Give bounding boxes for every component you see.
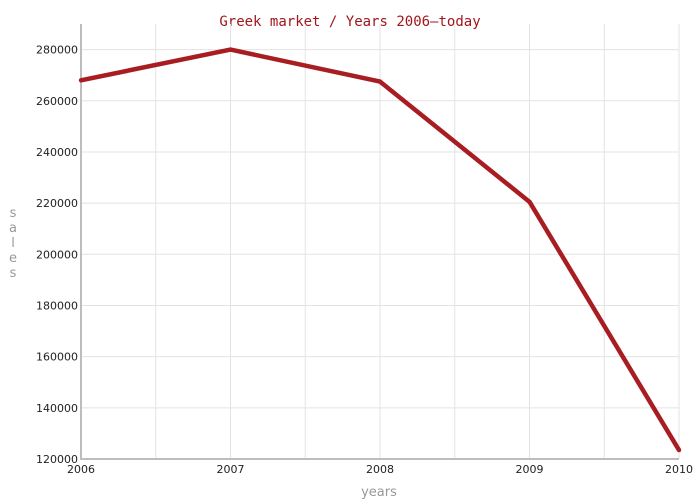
axes <box>80 24 679 460</box>
tick-labels: 120000 140000 160000 180000 200000 220000 2400… <box>36 44 693 476</box>
y-tick-label: 160000 <box>36 351 78 364</box>
y-tick-label: 220000 <box>36 197 78 210</box>
y-tick-label: 260000 <box>36 95 78 108</box>
y-tick-label: 180000 <box>36 299 78 312</box>
chart-title: Greek market / Years 2006–today <box>219 14 480 30</box>
data-point <box>78 78 84 83</box>
series-layer <box>78 47 682 453</box>
data-point <box>676 447 682 453</box>
data-point <box>527 199 532 205</box>
x-tick-label: 2008 <box>366 463 394 476</box>
y-tick-label: 120000 <box>36 453 78 466</box>
x-axis-label: years <box>361 485 397 500</box>
y-tick-label: 140000 <box>36 402 78 415</box>
x-tick-label: 2010 <box>665 463 693 476</box>
y-tick-label: 240000 <box>36 146 78 159</box>
data-point <box>377 79 383 84</box>
y-tick-label: 200000 <box>36 248 78 261</box>
y-tick-label: 280000 <box>36 44 78 57</box>
x-tick-label: 2007 <box>217 463 245 476</box>
data-point <box>228 47 233 52</box>
x-tick-label: 2006 <box>67 463 95 476</box>
grid <box>81 24 680 459</box>
x-tick-label: 2009 <box>516 463 544 476</box>
